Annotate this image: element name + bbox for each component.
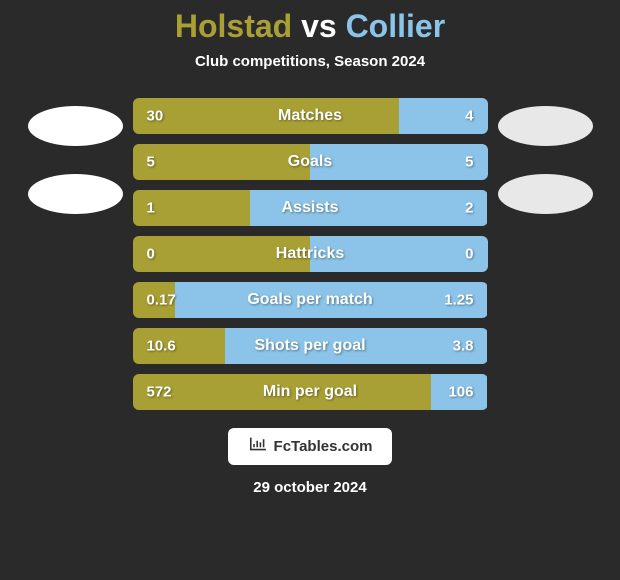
team-left-avatar	[28, 174, 123, 214]
stat-row: 5 5 Goals	[133, 144, 488, 180]
footer-date: 29 october 2024	[253, 479, 366, 496]
stat-bar-left	[133, 144, 311, 180]
comparison-title: Holstad vs Collier	[175, 8, 445, 45]
stat-value-right: 1.25	[444, 292, 473, 309]
stat-value-left: 5	[147, 154, 155, 171]
stat-label: Goals per match	[247, 291, 372, 309]
player-left-name: Holstad	[175, 8, 292, 44]
brand-badge: FcTables.com	[228, 428, 393, 465]
stat-value-right: 3.8	[453, 338, 474, 355]
stat-label: Min per goal	[263, 383, 357, 401]
stat-value-right: 2	[465, 200, 473, 217]
stat-value-left: 0	[147, 246, 155, 263]
stat-value-right: 106	[448, 384, 473, 401]
stat-label: Goals	[288, 153, 332, 171]
subtitle: Club competitions, Season 2024	[195, 53, 425, 70]
stat-row: 572 106 Min per goal	[133, 374, 488, 410]
player-left-avatar	[28, 106, 123, 146]
stat-value-right: 4	[465, 108, 473, 125]
stat-row: 0 0 Hattricks	[133, 236, 488, 272]
stat-row: 10.6 3.8 Shots per goal	[133, 328, 488, 364]
stat-label: Shots per goal	[254, 337, 365, 355]
team-right-avatar	[498, 174, 593, 214]
stat-bar-right	[310, 144, 488, 180]
brand-text: FcTables.com	[274, 438, 373, 455]
player-right-avatar	[498, 106, 593, 146]
stats-wrapper: 30 4 Matches 5 5 Goals 1 2 Assists 0 0 Hattricks 0.1…	[0, 98, 620, 410]
stat-bar-left	[133, 98, 399, 134]
avatar-column-right	[498, 98, 593, 214]
stat-bar-right	[399, 98, 488, 134]
stat-row: 30 4 Matches	[133, 98, 488, 134]
stat-row: 1 2 Assists	[133, 190, 488, 226]
stat-value-left: 30	[147, 108, 164, 125]
stat-value-left: 0.17	[147, 292, 176, 309]
stat-value-left: 10.6	[147, 338, 176, 355]
stat-value-right: 0	[465, 246, 473, 263]
stat-row: 0.17 1.25 Goals per match	[133, 282, 488, 318]
stat-label: Matches	[278, 107, 342, 125]
stat-value-right: 5	[465, 154, 473, 171]
player-right-name: Collier	[346, 8, 446, 44]
stat-label: Hattricks	[276, 245, 344, 263]
vs-text: vs	[301, 8, 337, 44]
comparison-container: Holstad vs Collier Club competitions, Se…	[0, 0, 620, 580]
stat-value-left: 1	[147, 200, 155, 217]
stat-value-left: 572	[147, 384, 172, 401]
avatar-column-left	[28, 98, 123, 214]
stat-bars-column: 30 4 Matches 5 5 Goals 1 2 Assists 0 0 Hattricks 0.1…	[133, 98, 488, 410]
stat-label: Assists	[282, 199, 339, 217]
chart-icon	[248, 436, 268, 457]
